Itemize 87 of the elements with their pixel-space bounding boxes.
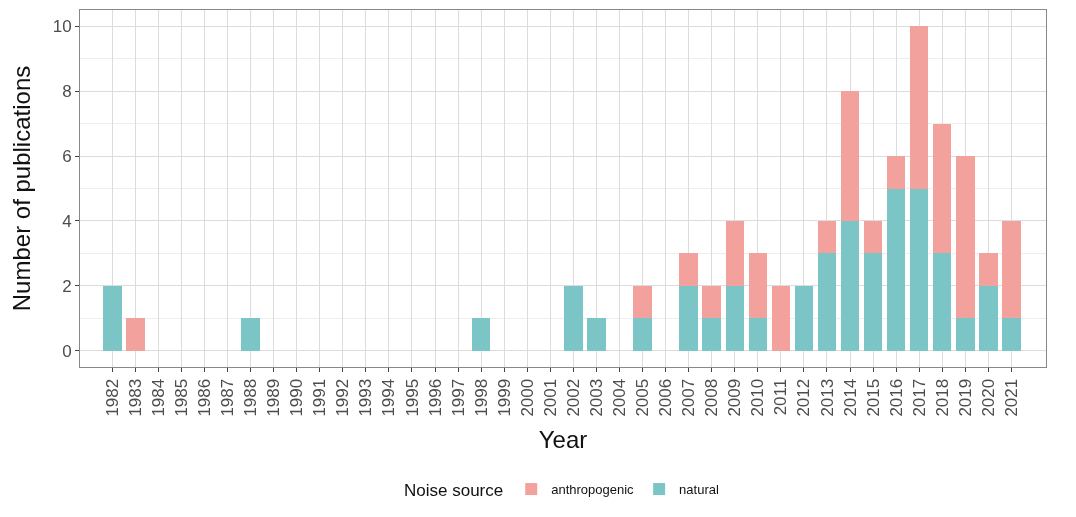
x-tick-label: 2020 (978, 378, 998, 417)
bar (679, 285, 698, 351)
x-tick-label: 2005 (633, 378, 653, 417)
x-tick-label: 1994 (379, 378, 399, 417)
x-tick-label: 2001 (540, 378, 560, 417)
y-tick-label: 10 (52, 17, 72, 37)
x-tick-label: 2011 (771, 378, 791, 416)
bar (817, 220, 837, 254)
bar (1002, 318, 1021, 351)
bar (1002, 220, 1021, 319)
bar (956, 156, 975, 319)
bar (933, 123, 952, 254)
x-tick-label: 2018 (932, 378, 952, 417)
x-axis-title: Year (538, 425, 588, 453)
bar (840, 220, 860, 351)
legend-label: natural (679, 482, 719, 498)
bar (979, 253, 998, 286)
x-tick-label: 2019 (955, 378, 975, 417)
bar (633, 318, 652, 351)
bar (933, 253, 952, 351)
y-axis-title: Number of publications (7, 65, 35, 312)
x-tick-label: 1992 (333, 378, 353, 417)
bar (126, 318, 145, 351)
bar (886, 156, 906, 189)
bar (679, 253, 698, 286)
x-tick-label: 1988 (241, 378, 261, 417)
bar (471, 318, 491, 351)
x-tick-label: 2007 (679, 378, 699, 417)
x-tick-label: 1995 (402, 378, 422, 417)
bar (748, 253, 768, 319)
bar (725, 285, 744, 351)
x-tick-label: 1996 (425, 378, 445, 417)
x-tick-label: 1998 (471, 378, 491, 417)
bar (587, 318, 606, 351)
x-tick-label: 2008 (702, 378, 722, 417)
x-tick-label: 2009 (725, 378, 745, 417)
bar (564, 285, 583, 351)
x-tick-label: 1989 (264, 378, 284, 417)
x-tick-label: 1987 (218, 378, 238, 417)
x-tick-label: 1985 (171, 378, 191, 417)
x-tick-label: 2016 (886, 378, 906, 417)
x-tick-label: 2004 (610, 378, 630, 417)
x-tick-label: 1999 (494, 378, 514, 417)
bar (702, 285, 721, 319)
legend-title: Noise source (404, 481, 504, 501)
bar (771, 285, 791, 351)
x-tick-label: 1984 (148, 378, 168, 417)
x-tick-label: 2014 (840, 378, 860, 417)
y-tick-label: 0 (62, 341, 72, 361)
y-tick-label: 8 (62, 82, 72, 102)
bar (863, 253, 883, 351)
bar (909, 26, 929, 189)
bar (956, 318, 975, 351)
bar (748, 318, 768, 351)
x-tick-label: 2000 (517, 378, 537, 417)
x-tick-label: 2003 (586, 378, 606, 417)
legend-label: anthropogenic (551, 482, 635, 498)
x-tick-label: 2015 (863, 378, 883, 417)
bar (817, 253, 837, 351)
y-tick-label: 2 (62, 276, 72, 296)
bar (886, 188, 906, 351)
x-tick-label: 1990 (287, 378, 307, 417)
bar (103, 285, 122, 351)
x-tick-label: 2021 (1001, 378, 1021, 417)
x-tick-label: 1982 (102, 378, 122, 417)
x-tick-label: 1993 (356, 378, 376, 417)
y-tick-label: 4 (62, 211, 72, 231)
x-tick-label: 1991 (310, 378, 330, 417)
x-tick-label: 1986 (195, 378, 215, 417)
x-tick-label: 2010 (748, 378, 768, 417)
x-tick-label: 1983 (125, 378, 145, 417)
y-tick-label: 6 (62, 147, 72, 166)
bar (633, 285, 652, 319)
bar (840, 91, 860, 221)
bar (909, 188, 929, 351)
x-tick-label: 1997 (448, 378, 468, 417)
bar (794, 285, 814, 351)
bar (863, 220, 883, 254)
x-tick-label: 2006 (656, 378, 676, 417)
bar (702, 318, 721, 351)
bar (241, 318, 260, 351)
x-tick-label: 2017 (909, 378, 929, 417)
bar (725, 220, 744, 286)
bar (979, 285, 998, 351)
x-tick-label: 2013 (817, 378, 837, 417)
x-tick-label: 2002 (563, 378, 583, 417)
x-tick-label: 2012 (794, 378, 814, 417)
